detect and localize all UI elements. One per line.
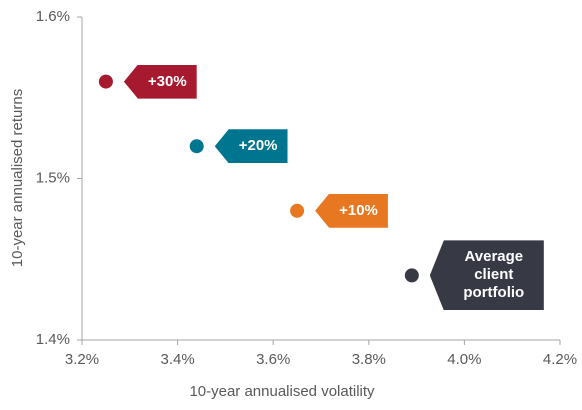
y-axis-title: 10-year annualised returns <box>9 89 26 267</box>
point-label: +20% <box>214 129 288 164</box>
x-tick-label: 4.0% <box>447 351 481 368</box>
x-tick-label: 4.2% <box>543 351 577 368</box>
x-tick-label: 3.4% <box>160 351 194 368</box>
data-point <box>404 268 419 283</box>
x-axis-title: 10-year annualised volatility <box>189 383 375 400</box>
point-label: +10% <box>315 193 388 228</box>
data-point <box>98 74 113 89</box>
data-point <box>290 203 305 218</box>
x-tick-label: 3.2% <box>65 351 99 368</box>
x-tick-label: 3.8% <box>352 351 386 368</box>
y-tick-label: 1.5% <box>36 169 70 186</box>
point-label: Average client portfolio <box>429 240 544 311</box>
y-tick-label: 1.4% <box>36 331 70 348</box>
data-point <box>189 139 204 154</box>
x-tick-label: 3.6% <box>256 351 290 368</box>
y-tick-label: 1.6% <box>36 8 70 25</box>
point-label: +30% <box>123 64 197 99</box>
